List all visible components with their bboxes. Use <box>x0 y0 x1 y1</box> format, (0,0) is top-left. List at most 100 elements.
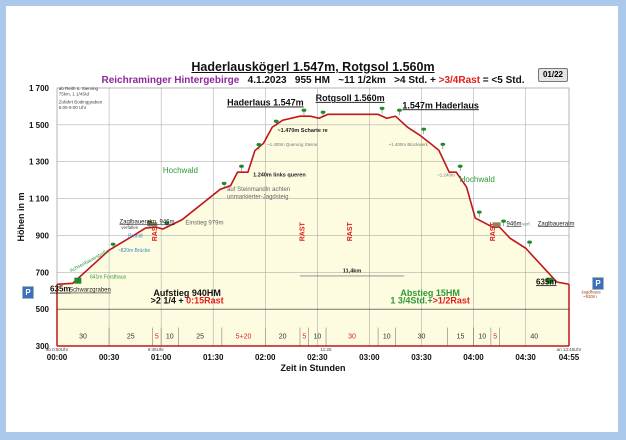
tree-icon <box>527 240 533 244</box>
tree-icon <box>164 221 170 225</box>
x-tick-label: 02:00 <box>255 353 276 362</box>
segment-duration: 5 <box>155 334 159 341</box>
annotation: Hochwald <box>163 166 198 175</box>
segment-duration: 10 <box>166 334 174 341</box>
x-tick-label: 02:30 <box>307 353 328 362</box>
tree-icon <box>501 219 506 223</box>
tree-icon <box>476 210 482 214</box>
x-tick-label: 01:30 <box>203 353 224 362</box>
x-tick-label: 00:30 <box>99 353 120 362</box>
rest-summary: 1 3/4Std.+>1/2Rast <box>390 296 470 306</box>
y-tick-label: 1 100 <box>29 195 50 204</box>
y-tick-label: 1 500 <box>29 121 50 130</box>
region-label: Reichraminger Hintergebirge <box>101 75 240 86</box>
annotation: 6:00-9:00 Uhr <box>59 105 87 110</box>
segment-duration: 30 <box>348 334 356 341</box>
annotation: ~820m Brücke <box>118 248 151 254</box>
total-summary: = <5 Std. <box>480 75 525 86</box>
tree-icon <box>397 108 402 112</box>
tree-icon <box>239 164 244 168</box>
segment-duration: 15 <box>457 334 465 341</box>
annotation: 1.240m links queren <box>253 172 306 178</box>
annotation: verf. <box>522 221 531 226</box>
time-summary: >2 1/4 + <box>151 296 187 306</box>
y-tick-label: 1 300 <box>29 158 50 167</box>
annotation: Brundl <box>128 234 142 240</box>
segment-duration: 10 <box>478 334 486 341</box>
tree-icon <box>273 119 279 123</box>
segment-duration: 30 <box>79 334 87 341</box>
segment-duration: 5 <box>302 334 306 341</box>
segment-duration: 10 <box>383 334 391 341</box>
y-tick-label: 900 <box>36 231 50 240</box>
tour-summary: 4.1.2023 955 HM ~11 1/2km >4 Std. + <box>239 75 439 86</box>
tree-icon <box>256 143 262 147</box>
annotation: 1.547m Haderlaus <box>402 100 479 110</box>
annotation: Zaglbaueralm_946m <box>119 219 174 225</box>
annotation: ab Reith ü. Sieming <box>59 86 99 91</box>
rast-marker: RAST <box>490 221 497 241</box>
x-tick-label: 01:00 <box>151 353 172 362</box>
profile-line <box>56 113 570 286</box>
annotation: ~1.470m Scharte re <box>277 128 327 134</box>
x-tick-label: 04:00 <box>463 353 484 362</box>
segment-duration: 10 <box>313 334 321 341</box>
clock-time: 9:45Uhr <box>148 347 165 352</box>
tree-icon <box>421 127 427 131</box>
x-tick-label: 03:30 <box>411 353 432 362</box>
y-tick-label: 500 <box>36 305 50 314</box>
annotation: Rotgsoll 1.560m <box>316 93 385 103</box>
annotation: ~1.240m <box>437 172 455 177</box>
rest-summary: >2 1/4 + 0:15Rast <box>151 296 224 306</box>
time-summary: 1 3/4Std.+ <box>390 296 432 306</box>
segment-duration: 25 <box>127 334 135 341</box>
rast-marker: RAST <box>299 221 306 241</box>
tree-icon <box>457 164 463 168</box>
annotation: unmarkierter-Jagdsteig <box>227 195 288 201</box>
rast-marker: RAST <box>152 221 159 241</box>
hut-icon <box>492 222 501 227</box>
hut-icon <box>147 222 158 227</box>
chart-title: Haderlauskögerl 1.547m, Rotgsol 1.560m <box>191 60 435 74</box>
tree-icon <box>301 108 307 112</box>
parking-icon-start: P <box>22 286 34 299</box>
annotation: Einstieg 979m <box>185 220 223 226</box>
annotation: Zaglbaueralm <box>538 221 575 227</box>
annotation: Abstieg 15HM <box>400 288 460 298</box>
annotation: ~930m <box>583 294 597 299</box>
y-tick-label: 1 700 <box>29 84 50 93</box>
annotation: Hochwald <box>460 175 495 184</box>
annotation: 11,4km <box>343 268 361 274</box>
tree-icon <box>221 181 227 185</box>
clock-time: an 13:45Uhr <box>557 347 582 352</box>
tree-icon <box>440 142 446 146</box>
clock-time: 11:25 <box>321 347 332 352</box>
segment-duration: 40 <box>530 334 538 341</box>
chart-subtitle: Reichraminger Hintergebirge 4.1.2023 955… <box>0 75 626 86</box>
x-tick-label: 00:00 <box>47 353 68 362</box>
y-axis-label: Höhen in m <box>16 193 26 242</box>
page-badge: 01/22 <box>538 68 568 82</box>
segment-duration: 5+20 <box>236 334 252 341</box>
rast-time: 0:15Rast <box>186 296 224 306</box>
tree-icon <box>320 110 326 114</box>
tree-icon <box>379 106 385 110</box>
annotation: verfallen <box>121 225 139 230</box>
annotation: Schwarzgraben <box>69 288 111 294</box>
clock-time: ab 0:50Uhr <box>46 347 69 352</box>
annotation: auf Steinmandln achten <box>227 187 290 193</box>
segment-duration: 5 <box>493 334 497 341</box>
annotation: 635m <box>536 277 556 286</box>
x-tick-label: 04:55 <box>559 353 580 362</box>
annotation: Haderlaus 1.547m <box>227 98 304 108</box>
annotation: 75km, 1 1/4Std <box>59 92 90 97</box>
annotation: 635m <box>50 285 70 294</box>
annotation: Jagdhaus <box>581 289 601 294</box>
forsthaus-icon <box>74 277 82 284</box>
rast-summary: >3/4Rast <box>438 75 481 86</box>
segment-duration: 30 <box>418 334 426 341</box>
x-tick-label: 04:30 <box>515 353 536 362</box>
tree-icon <box>110 242 116 246</box>
annotation: Zufahrt Bodinggraben <box>59 100 103 105</box>
